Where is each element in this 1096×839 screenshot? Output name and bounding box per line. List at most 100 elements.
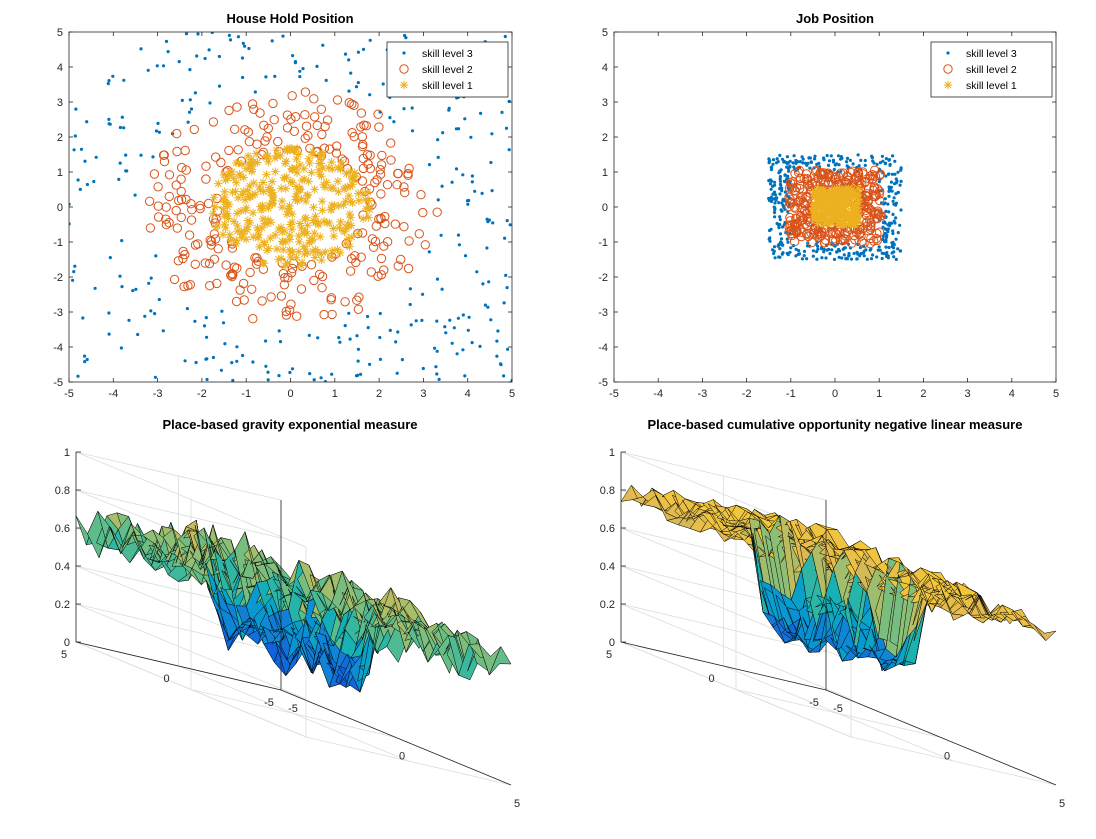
series-skill-level-3	[767, 153, 903, 261]
marker-circle	[266, 292, 276, 302]
marker-circle	[345, 266, 356, 276]
marker-circle	[393, 261, 403, 271]
marker-dot	[194, 360, 198, 365]
marker-circle	[868, 171, 879, 181]
marker-circle	[807, 178, 817, 189]
marker-dot	[781, 251, 785, 255]
marker-dot	[120, 115, 124, 119]
marker-dot	[884, 161, 888, 165]
marker-dot	[381, 82, 385, 86]
marker-asterisk	[258, 178, 268, 187]
y-tick-label: -2	[598, 272, 608, 284]
marker-dot	[156, 121, 160, 125]
marker-asterisk	[305, 158, 314, 168]
marker-asterisk	[288, 164, 297, 174]
marker-dot	[298, 75, 302, 79]
marker-circle	[145, 223, 156, 233]
marker-dot	[813, 154, 817, 158]
marker-asterisk	[811, 189, 821, 198]
marker-dot	[435, 319, 439, 323]
marker-circle	[785, 220, 796, 230]
x-tick-label: -4	[653, 388, 663, 400]
marker-asterisk	[288, 178, 297, 187]
marker-dot	[316, 336, 320, 340]
marker-dot	[349, 71, 353, 75]
marker-asterisk	[326, 205, 336, 215]
marker-asterisk	[341, 183, 350, 192]
marker-dot	[83, 354, 87, 358]
marker-asterisk	[262, 246, 272, 255]
surface-mesh	[620, 484, 1057, 672]
marker-circle	[306, 260, 317, 270]
marker-circle	[205, 281, 215, 291]
marker-dot	[775, 157, 779, 161]
marker-dot	[228, 38, 233, 42]
marker-circle	[181, 165, 192, 175]
marker-circle	[171, 205, 181, 216]
marker-dot	[479, 111, 483, 115]
x-tick-label: 5	[1053, 388, 1059, 400]
marker-dot	[196, 32, 200, 36]
marker-dot	[193, 91, 197, 95]
z-tick-label: 0.2	[55, 599, 70, 611]
marker-dot	[884, 157, 889, 161]
marker-dot	[122, 126, 126, 130]
marker-dot	[264, 364, 268, 368]
marker-dot	[164, 39, 169, 44]
marker-asterisk	[328, 246, 337, 255]
marker-circle	[357, 132, 367, 142]
marker-asterisk	[262, 170, 271, 179]
y-tick-label: -4	[598, 342, 608, 354]
marker-asterisk	[286, 252, 295, 262]
marker-asterisk	[236, 171, 245, 181]
cumulative-plot-area: 00.20.40.60.81-505-505	[600, 447, 1065, 810]
marker-asterisk	[811, 202, 820, 212]
marker-asterisk	[317, 148, 327, 157]
marker-dot	[896, 231, 900, 235]
marker-asterisk	[264, 157, 273, 167]
marker-dot	[427, 250, 431, 254]
marker-dot	[822, 158, 826, 162]
marker-dot	[154, 254, 158, 258]
marker-dot	[330, 372, 334, 376]
marker-dot	[356, 347, 360, 351]
marker-dot	[832, 257, 837, 261]
marker-dot	[868, 248, 872, 252]
marker-circle	[399, 222, 409, 232]
marker-dot	[818, 165, 822, 169]
marker-asterisk	[245, 218, 255, 228]
marker-dot	[768, 182, 773, 186]
marker-dot	[312, 378, 316, 382]
marker-circle	[280, 273, 290, 283]
marker-dot	[769, 196, 773, 201]
marker-dot	[450, 341, 454, 345]
marker-dot	[421, 292, 425, 296]
marker-dot	[466, 328, 470, 332]
marker-circle	[404, 236, 414, 246]
marker-circle	[317, 271, 328, 282]
marker-dot	[792, 154, 796, 158]
marker-dot	[308, 372, 312, 376]
marker-dot	[436, 138, 440, 142]
marker-dot	[881, 159, 885, 163]
marker-circle	[309, 275, 319, 286]
marker-asterisk	[258, 214, 268, 224]
marker-asterisk	[316, 249, 326, 259]
marker-asterisk	[361, 195, 370, 204]
marker-dot	[886, 256, 891, 260]
marker-circle	[354, 292, 364, 302]
grid-line-floor-y	[735, 689, 942, 738]
marker-dot	[878, 161, 883, 165]
marker-asterisk	[839, 220, 848, 229]
marker-dot	[124, 153, 128, 157]
marker-asterisk	[833, 210, 843, 219]
marker-dot	[281, 34, 285, 38]
marker-circle	[346, 253, 357, 264]
marker-circle	[802, 192, 812, 203]
marker-dot	[85, 120, 89, 124]
marker-circle	[865, 171, 875, 181]
marker-asterisk	[817, 208, 826, 217]
x-tick-label: 1	[332, 388, 338, 400]
marker-dot	[507, 99, 511, 103]
marker-asterisk	[825, 208, 834, 217]
